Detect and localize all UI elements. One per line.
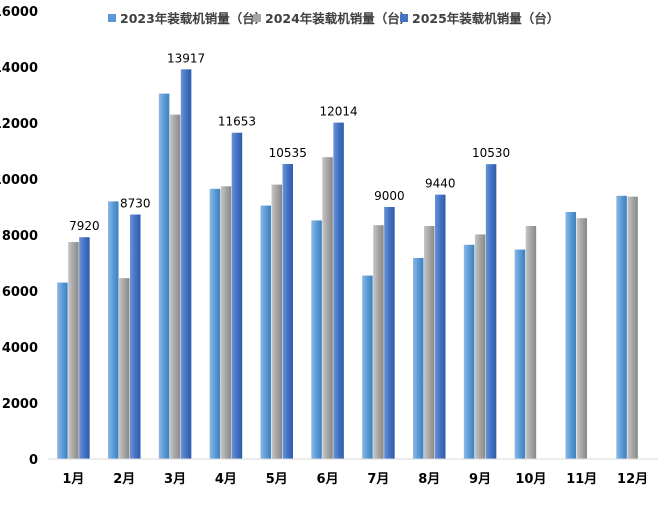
data-label: 10530 bbox=[472, 146, 510, 160]
x-tick-label: 2月 bbox=[113, 472, 135, 487]
bar-1-9 bbox=[463, 244, 475, 459]
legend-swatch-1 bbox=[108, 14, 116, 22]
bar-1-5 bbox=[260, 205, 271, 459]
y-tick-label: 8000 bbox=[2, 229, 38, 244]
x-tick-label: 6月 bbox=[317, 472, 339, 487]
plot-area: 7920 8730 13917 11653 10535 12014 9000 9440 1053… bbox=[57, 51, 638, 460]
x-tick-label: 4月 bbox=[215, 472, 237, 487]
legend: 2023年装载机销量（台）2024年装载机销量（台） 2025年装载机销量（台） bbox=[108, 11, 559, 26]
bar-2-12 bbox=[627, 196, 638, 459]
bar-3-4 bbox=[231, 132, 243, 459]
bar-1-2 bbox=[108, 201, 119, 459]
y-tick-label: 2000 bbox=[2, 397, 38, 412]
bar-3-8 bbox=[435, 194, 446, 459]
bar-2-10 bbox=[525, 226, 537, 459]
y-tick-label: 4000 bbox=[2, 341, 38, 356]
y-tick-label: 14000 bbox=[0, 61, 38, 76]
x-tick-label: 11月 bbox=[566, 472, 597, 487]
bar-1-7 bbox=[362, 275, 373, 459]
bar-2-4 bbox=[220, 186, 232, 459]
bar-1-10 bbox=[514, 249, 526, 459]
bar-2-6 bbox=[322, 157, 333, 459]
legend-label-2: 2024年装载机销量（台） bbox=[265, 11, 412, 26]
bar-3-3 bbox=[180, 69, 192, 459]
bar-2-7 bbox=[373, 225, 384, 459]
y-tick-label: 12000 bbox=[0, 117, 38, 132]
bar-3-1 bbox=[79, 237, 90, 459]
data-label: 10535 bbox=[269, 146, 307, 160]
x-tick-label: 12月 bbox=[617, 472, 648, 487]
bar-1-1 bbox=[57, 282, 68, 459]
y-tick-label: 6000 bbox=[2, 285, 38, 300]
y-axis: 0 2000 4000 6000 8000 10000 12000 14000 16000 bbox=[0, 5, 38, 468]
x-axis: 1月 2月 3月 4月 5月 6月 7月 8月 9月 10月 11月 12月 bbox=[48, 458, 658, 487]
data-label: 9000 bbox=[374, 189, 405, 203]
y-tick-label: 0 bbox=[29, 453, 38, 468]
legend-label-1: 2023年装载机销量（台） bbox=[120, 11, 267, 26]
bar-1-6 bbox=[311, 220, 322, 459]
x-tick-label: 10月 bbox=[515, 472, 546, 487]
x-tick-label: 1月 bbox=[62, 472, 84, 487]
bar-2-1 bbox=[68, 242, 79, 459]
x-tick-label: 9月 bbox=[469, 472, 491, 487]
bar-3-5 bbox=[282, 164, 293, 459]
bar-2-2 bbox=[119, 278, 130, 459]
legend-swatch-2 bbox=[253, 14, 261, 22]
bar-1-4 bbox=[209, 188, 221, 460]
data-label: 8730 bbox=[120, 197, 151, 211]
y-tick-label: 16000 bbox=[0, 5, 38, 20]
x-tick-label: 3月 bbox=[164, 472, 186, 487]
bar-2-5 bbox=[271, 184, 282, 459]
data-label: 11653 bbox=[218, 115, 256, 129]
bar-2-8 bbox=[424, 226, 435, 459]
data-label: 9440 bbox=[425, 177, 456, 191]
bar-1-8 bbox=[413, 257, 424, 459]
y-tick-label: 10000 bbox=[0, 173, 38, 188]
x-tick-label: 8月 bbox=[418, 472, 440, 487]
bar-1-11 bbox=[565, 212, 576, 459]
bar-3-6 bbox=[333, 122, 344, 459]
x-tick-label: 5月 bbox=[266, 472, 288, 487]
bar-1-12 bbox=[616, 195, 627, 460]
bar-2-11 bbox=[576, 218, 587, 459]
data-label: 7920 bbox=[69, 219, 100, 233]
x-tick-label: 7月 bbox=[367, 472, 389, 487]
bar-3-2 bbox=[130, 214, 141, 459]
data-label: 12014 bbox=[319, 105, 357, 119]
bar-2-9 bbox=[474, 234, 486, 459]
legend-label-3: 2025年装载机销量（台） bbox=[412, 11, 559, 26]
bar-3-9 bbox=[485, 164, 497, 459]
bar-2-3 bbox=[169, 114, 181, 459]
bar-1-3 bbox=[158, 93, 170, 459]
data-label: 13917 bbox=[167, 51, 205, 65]
legend-swatch-3 bbox=[400, 14, 408, 22]
bar-3-7 bbox=[384, 207, 395, 459]
